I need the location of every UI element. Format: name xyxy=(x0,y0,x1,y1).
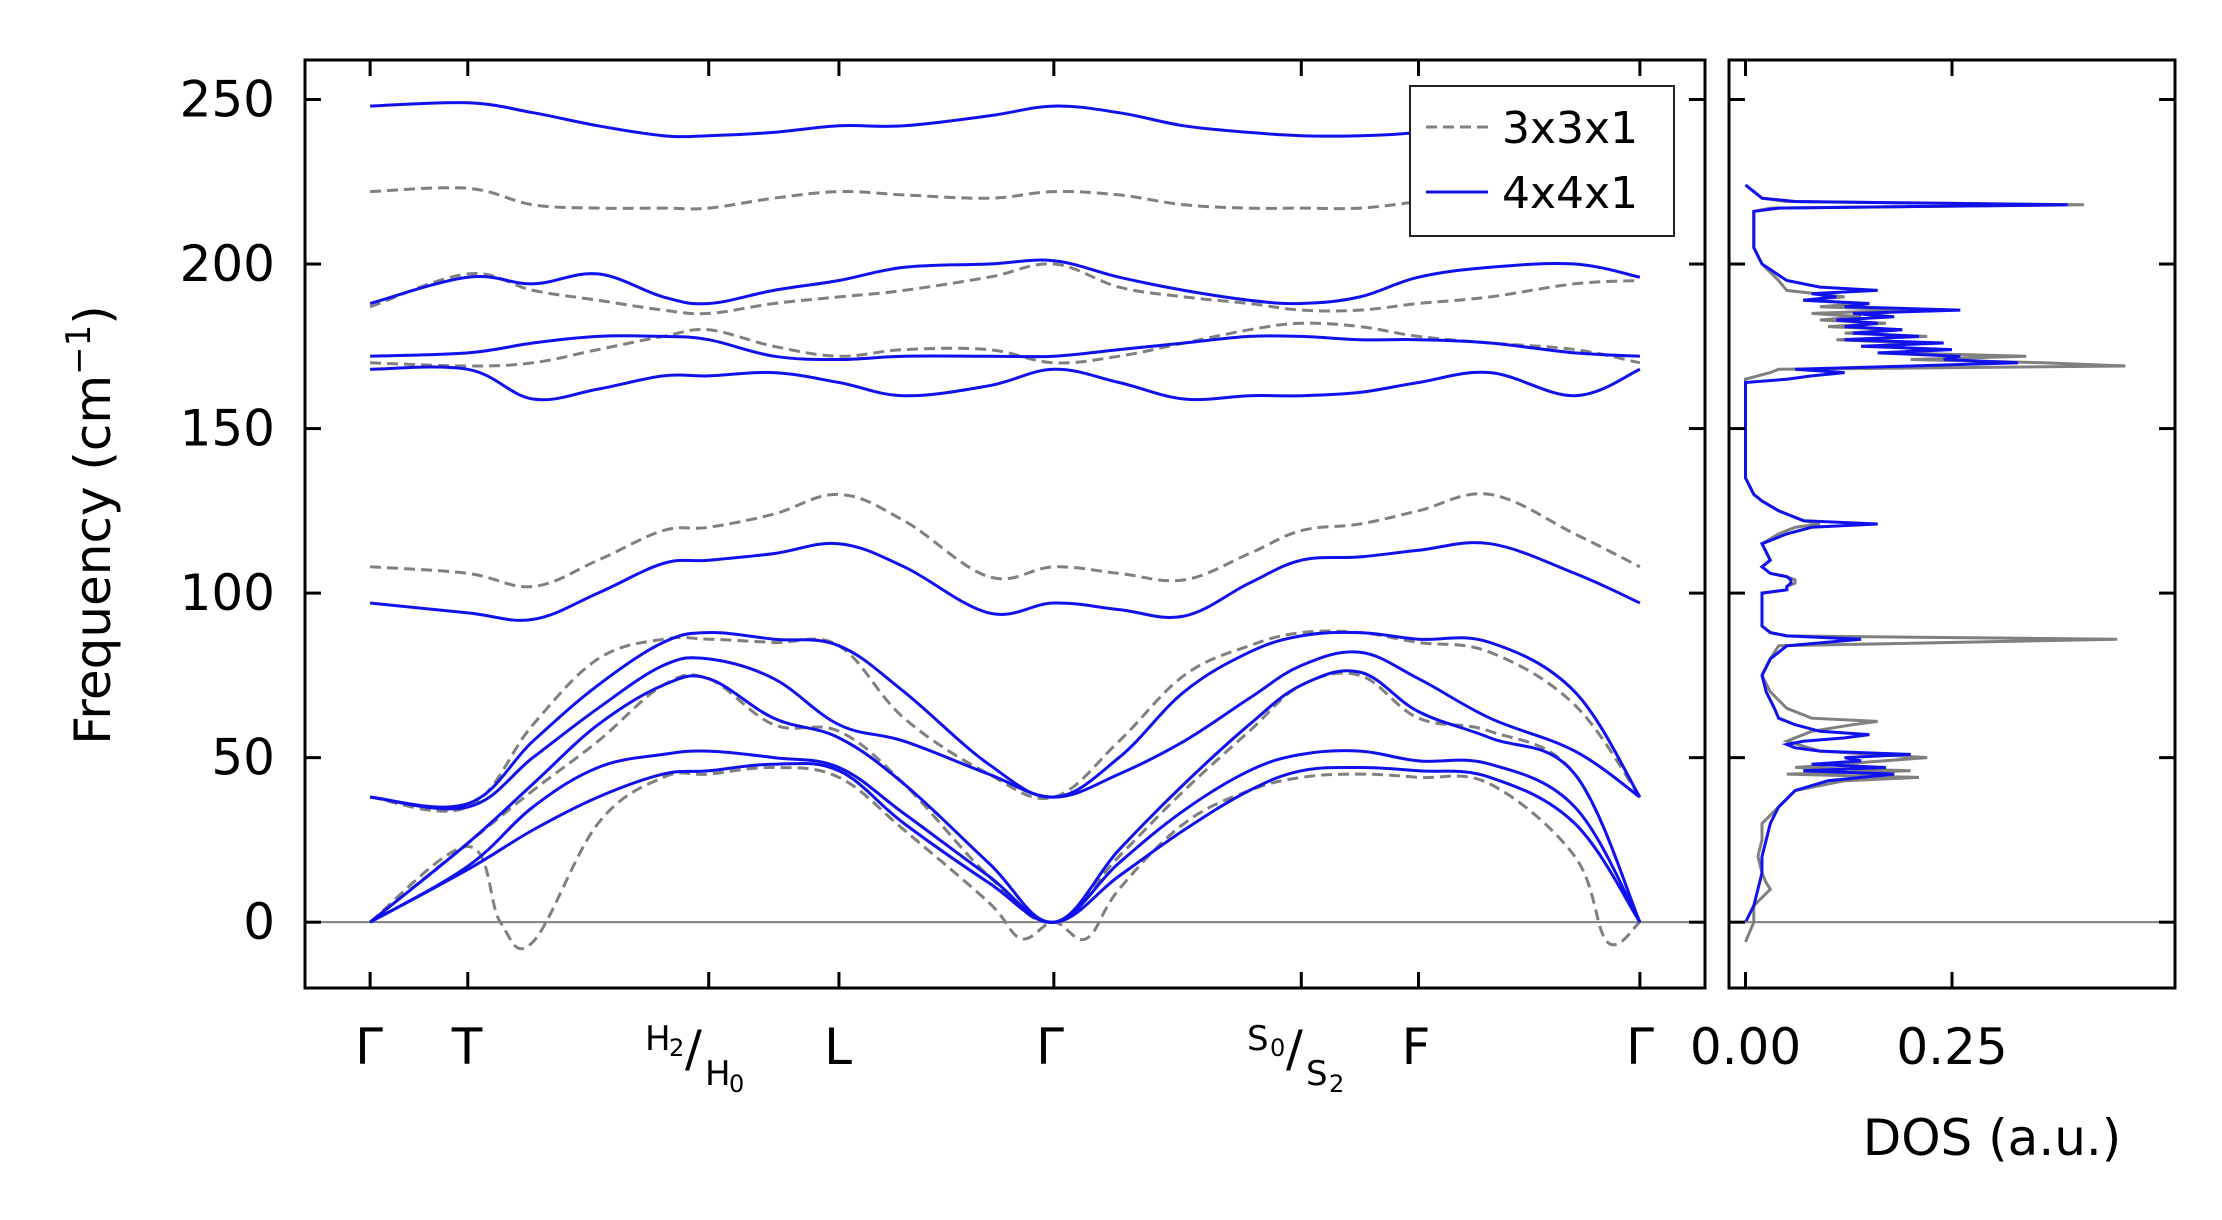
band-axes-frame xyxy=(303,58,1707,990)
band-line-4x4x1-8 xyxy=(369,761,1642,924)
dos-x-axis-label: DOS (a.u.) xyxy=(1863,1109,2122,1167)
kpoint-label-s0-s2: S 0 / S 2 xyxy=(1247,1019,1344,1098)
dos-x-tick-label-0: 0.00 xyxy=(1690,1018,1801,1076)
band-line-3x3x1-7 xyxy=(370,186,1640,211)
kpoint-h0-subscript: 0 xyxy=(729,1070,744,1098)
y-axis-label: Frequency (cm−1) xyxy=(59,305,122,745)
band-line-3x3x1-2 xyxy=(369,671,1642,924)
band-axis-ticks: 0 50 100 150 200 250 xyxy=(180,60,1705,988)
kpoint-h2-letter: H xyxy=(645,1019,671,1059)
y-axis-label-text: Frequency (cm xyxy=(64,375,122,745)
dos-lines xyxy=(1744,183,2126,943)
band-line-4x4x1-13 xyxy=(369,541,1641,622)
band-line-4x4x1-12 xyxy=(369,630,1642,809)
kpoint-label-gamma-2: Γ xyxy=(1036,1018,1064,1076)
band-line-3x3x1-3 xyxy=(369,629,1642,813)
legend: 3x3x1 4x4x1 xyxy=(1409,85,1675,237)
band-line-3x3x1-5 xyxy=(370,321,1641,368)
dos-line-3x3x1 xyxy=(1744,183,2126,943)
band-line-4x4x1-9 xyxy=(369,749,1642,924)
kpoint-label-gamma-1: Γ xyxy=(355,1018,383,1076)
kpoint-label-t: T xyxy=(451,1018,483,1076)
kpoint-s0-letter: S xyxy=(1247,1019,1269,1059)
band-line-4x4x1-14 xyxy=(370,365,1641,402)
legend-frame xyxy=(1409,85,1675,237)
kpoint-label-h2-h0: H 2 / H 0 xyxy=(645,1019,744,1098)
y-axis-label-exponent: −1 xyxy=(59,325,99,375)
y-tick-label-200: 200 xyxy=(180,235,275,293)
dos-x-tick-label-1: 0.25 xyxy=(1896,1018,2007,1076)
band-structure-panel: 0 50 100 150 200 250 xyxy=(180,58,1707,990)
kpoint-label-l: L xyxy=(824,1018,852,1076)
legend-label-3x3x1: 3x3x1 xyxy=(1502,103,1638,154)
y-tick-label-100: 100 xyxy=(180,564,275,622)
kpoint-h2-subscript: 2 xyxy=(669,1034,684,1062)
kpoint-slash: / xyxy=(685,1020,702,1078)
band-line-3x3x1-4 xyxy=(369,492,1641,589)
k-point-labels: Γ T H 2 / H 0 L Γ S 0 / S 2 F Γ xyxy=(355,1018,1654,1098)
kpoint-label-f: F xyxy=(1402,1018,1431,1076)
kpoint-h0-letter: H xyxy=(705,1054,731,1094)
band-line-4x4x1-16 xyxy=(369,258,1641,306)
band-line-4x4x1-15 xyxy=(370,334,1640,362)
kpoint-s2-letter: S xyxy=(1306,1054,1328,1094)
band-lines xyxy=(369,101,1642,951)
y-axis-label-close: ) xyxy=(64,305,122,325)
band-line-4x4x1-10 xyxy=(369,669,1642,924)
kpoint-label-gamma-3: Γ xyxy=(1626,1018,1654,1076)
kpoint-slash-2: / xyxy=(1286,1020,1303,1078)
y-tick-label-150: 150 xyxy=(180,400,275,458)
legend-label-4x4x1: 4x4x1 xyxy=(1502,168,1638,219)
band-line-4x4x1-11 xyxy=(369,650,1641,811)
kpoint-s0-subscript: 0 xyxy=(1270,1034,1285,1062)
dos-panel: 0.00 0.25 DOS (a.u.) xyxy=(1690,58,2177,1167)
dos-line-4x4x1 xyxy=(1744,183,2068,923)
band-line-3x3x1-1 xyxy=(369,765,1641,951)
y-tick-label-50: 50 xyxy=(211,729,275,787)
band-line-3x3x1-6 xyxy=(369,262,1640,316)
y-tick-label-250: 250 xyxy=(180,70,275,128)
dos-axes-frame xyxy=(1727,58,2177,990)
y-tick-label-0: 0 xyxy=(243,893,275,951)
kpoint-s2-subscript: 2 xyxy=(1329,1070,1344,1098)
dos-axis-ticks: 0.00 0.25 xyxy=(1690,60,2175,1076)
